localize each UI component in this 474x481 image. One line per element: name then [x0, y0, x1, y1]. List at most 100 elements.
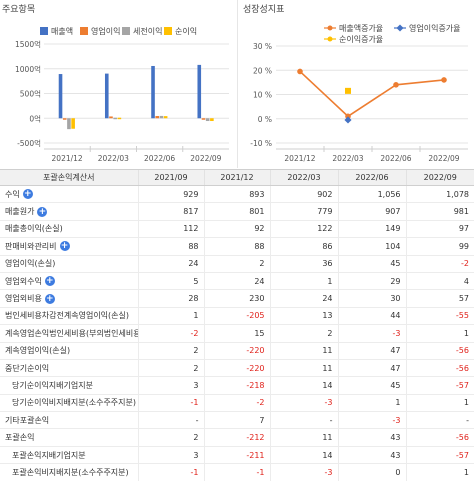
value-cell: -57 [405, 376, 474, 395]
row-label: 수익 [5, 189, 20, 199]
y-tick-label: 1500억 [15, 40, 41, 49]
bar [58, 74, 63, 119]
value-cell: - [269, 411, 338, 430]
y-tick-label: 500억 [20, 90, 41, 99]
row-label-cell[interactable]: 수익 + [0, 185, 138, 204]
value-cell: 88 [137, 237, 204, 256]
value-cell: 112 [137, 220, 204, 239]
expand-plus-icon[interactable]: + [59, 241, 70, 252]
left-panel-title: 주요항목 [2, 5, 36, 15]
row-label-cell: 계속영업손익법인세비용(부의법인세비용) [0, 324, 138, 343]
legend-label: 영업이익 [91, 26, 120, 36]
value-cell: 122 [269, 220, 338, 239]
bar [109, 116, 113, 119]
bar [201, 118, 206, 120]
row-label: 판매비와관리비 [5, 241, 57, 251]
table-row: 영업이익(손실) 24 2 36 45 -2 [0, 255, 474, 273]
y-tick-label: 10 % [253, 91, 272, 100]
value-cell: 99 [405, 237, 474, 256]
value-cell: 817 [137, 202, 204, 221]
table-row: 수익 +929 893 902 1,056 1,078 [0, 185, 474, 204]
value-cell: 1 [269, 272, 338, 291]
expand-plus-icon[interactable]: + [44, 276, 55, 287]
value-cell: -218 [203, 376, 270, 395]
table-row: 법인세비용차감전계속영업이익(손실) 1 -205 13 44 -55 [0, 307, 474, 326]
value-cell: 11 [269, 342, 338, 360]
header-period: 2021/09 [137, 169, 204, 186]
value-cell: 1 [405, 463, 474, 481]
value-cell: 981 [405, 202, 474, 221]
value-cell: 2 [203, 255, 270, 273]
value-cell: 47 [337, 342, 406, 360]
value-cell: 1 [337, 394, 406, 413]
expand-plus-icon[interactable]: + [44, 293, 55, 304]
header-item: 포괄손익계산서 [0, 169, 138, 186]
value-cell: 14 [269, 376, 338, 395]
legend-label: 매출액증가율 [339, 23, 383, 33]
table-row: 중단기순이익 2 -220 11 47 -56 [0, 359, 474, 378]
value-cell: 1 [137, 307, 204, 326]
row-label-cell: 포괄손익비지배지분(소수주주지분) [0, 463, 138, 481]
table-row: 포괄손익지배기업지분 3 -211 14 43 -57 [0, 446, 474, 465]
value-cell: 88 [203, 237, 270, 256]
value-cell: 24 [203, 272, 270, 291]
value-cell: 893 [203, 185, 270, 204]
header-period: 2022/09 [405, 169, 474, 186]
value-cell: 3 [137, 446, 204, 465]
row-label: 당기순이익비지배지분(소수주주지분) [12, 398, 137, 408]
row-label-cell[interactable]: 판매비와관리비 + [0, 237, 138, 256]
value-cell: 3 [137, 376, 204, 395]
row-label-cell: 계속영업이익(손실) [0, 342, 138, 360]
legend-swatch [80, 27, 88, 35]
value-cell: -56 [405, 342, 474, 360]
table-row: 당기순이익지배기업지분 3 -218 14 45 -57 [0, 376, 474, 395]
x-tick-label: 2022/06 [380, 154, 411, 163]
value-cell: 45 [337, 255, 406, 273]
value-cell: 43 [337, 446, 406, 465]
value-cell: 1,056 [337, 185, 406, 204]
value-cell: -2 [203, 394, 270, 413]
row-label-cell[interactable]: 영업외수익 + [0, 272, 138, 291]
value-cell: 1 [405, 324, 474, 343]
value-cell: 902 [269, 185, 338, 204]
value-cell: 907 [337, 202, 406, 221]
legend-label: 매출액 [51, 26, 73, 36]
x-tick-label: 2022/03 [98, 154, 129, 163]
table-row: 매출총이익(손실) 112 92 122 149 97 [0, 220, 474, 239]
value-cell: 45 [337, 376, 406, 395]
value-cell: -1 [203, 463, 270, 481]
row-label-cell[interactable]: 영업외비용 + [0, 289, 138, 308]
value-cell: -1 [137, 394, 204, 413]
value-cell: 29 [337, 272, 406, 291]
value-cell: -3 [337, 324, 406, 343]
value-cell: 44 [337, 307, 406, 326]
value-cell: 2 [137, 428, 204, 447]
value-cell: 47 [337, 359, 406, 378]
y-tick-label: -10 % [250, 139, 272, 148]
header-period: 2021/12 [203, 169, 270, 186]
value-cell: 7 [203, 411, 270, 430]
row-label: 포괄손익 [5, 433, 35, 443]
value-cell: -212 [203, 428, 270, 447]
row-label-cell: 중단기순이익 [0, 359, 138, 378]
table-header-row: 포괄손익계산서 2021/09 2021/12 2022/03 2022/06 2022/… [0, 169, 474, 186]
value-cell: -3 [337, 411, 406, 430]
value-cell: 24 [269, 289, 338, 308]
legend-marker [396, 24, 404, 32]
x-tick-label: 2021/12 [284, 154, 315, 163]
row-label-cell: 당기순이익비지배지분(소수주주지분) [0, 394, 138, 413]
y-tick-label: 0 % [258, 115, 272, 124]
table-row: 포괄손익 2 -212 11 43 -56 [0, 428, 474, 447]
expand-plus-icon[interactable]: + [37, 206, 48, 217]
value-cell: 104 [337, 237, 406, 256]
value-cell: 15 [203, 324, 270, 343]
expand-plus-icon[interactable]: + [22, 189, 33, 200]
row-label-cell[interactable]: 매출원가 + [0, 202, 138, 221]
value-cell: - [405, 411, 474, 430]
value-cell: -2 [405, 255, 474, 273]
data-point [344, 116, 352, 124]
value-cell: 13 [269, 307, 338, 326]
legend-swatch [164, 27, 172, 35]
row-label-cell: 매출총이익(손실) [0, 220, 138, 239]
table-row: 당기순이익비지배지분(소수주주지분) -1 -2 -3 1 1 [0, 394, 474, 413]
